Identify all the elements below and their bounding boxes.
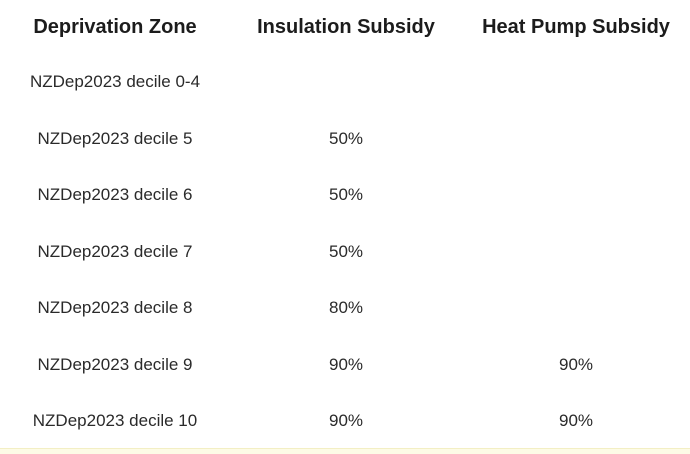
zone-cell: NZDep2023 decile 7 <box>37 241 193 261</box>
zone-cell: NZDep2023 decile 0-4 <box>29 72 201 92</box>
zone-cell: NZDep2023 decile 10 <box>32 411 198 431</box>
table-body: NZDep2023 decile 0-4 NZDep2023 decile 5 … <box>0 54 690 450</box>
table-row: NZDep2023 decile 5 50% <box>0 111 690 168</box>
header-deprivation-zone: Deprivation Zone <box>33 15 197 38</box>
heat-pump-cell: 90% <box>558 354 594 374</box>
table-header: Deprivation Zone Insulation Subsidy Heat… <box>0 0 690 54</box>
heat-pump-cell <box>462 54 690 111</box>
heat-pump-cell <box>462 224 690 281</box>
bottom-highlight-strip <box>0 448 690 454</box>
insulation-cell: 80% <box>328 298 364 318</box>
zone-cell: NZDep2023 decile 9 <box>37 354 193 374</box>
insulation-cell: 90% <box>328 354 364 374</box>
zone-cell: NZDep2023 decile 8 <box>37 298 193 318</box>
header-insulation-subsidy: Insulation Subsidy <box>257 15 435 38</box>
table-row: NZDep2023 decile 10 90% 90% <box>0 393 690 450</box>
insulation-cell: 50% <box>328 241 364 261</box>
insulation-cell: 90% <box>328 411 364 431</box>
heat-pump-cell <box>462 111 690 168</box>
heat-pump-cell <box>462 280 690 337</box>
insulation-cell <box>230 54 462 111</box>
heat-pump-cell <box>462 167 690 224</box>
heat-pump-cell: 90% <box>558 411 594 431</box>
table-row: NZDep2023 decile 8 80% <box>0 280 690 337</box>
header-row: Deprivation Zone Insulation Subsidy Heat… <box>0 0 690 54</box>
table-row: NZDep2023 decile 9 90% 90% <box>0 337 690 394</box>
table-row: NZDep2023 decile 0-4 <box>0 54 690 111</box>
insulation-cell: 50% <box>328 185 364 205</box>
zone-cell: NZDep2023 decile 6 <box>37 185 193 205</box>
table-row: NZDep2023 decile 6 50% <box>0 167 690 224</box>
header-heat-pump-subsidy: Heat Pump Subsidy <box>482 15 670 38</box>
table-row: NZDep2023 decile 7 50% <box>0 224 690 281</box>
insulation-cell: 50% <box>328 128 364 148</box>
zone-cell: NZDep2023 decile 5 <box>37 128 193 148</box>
